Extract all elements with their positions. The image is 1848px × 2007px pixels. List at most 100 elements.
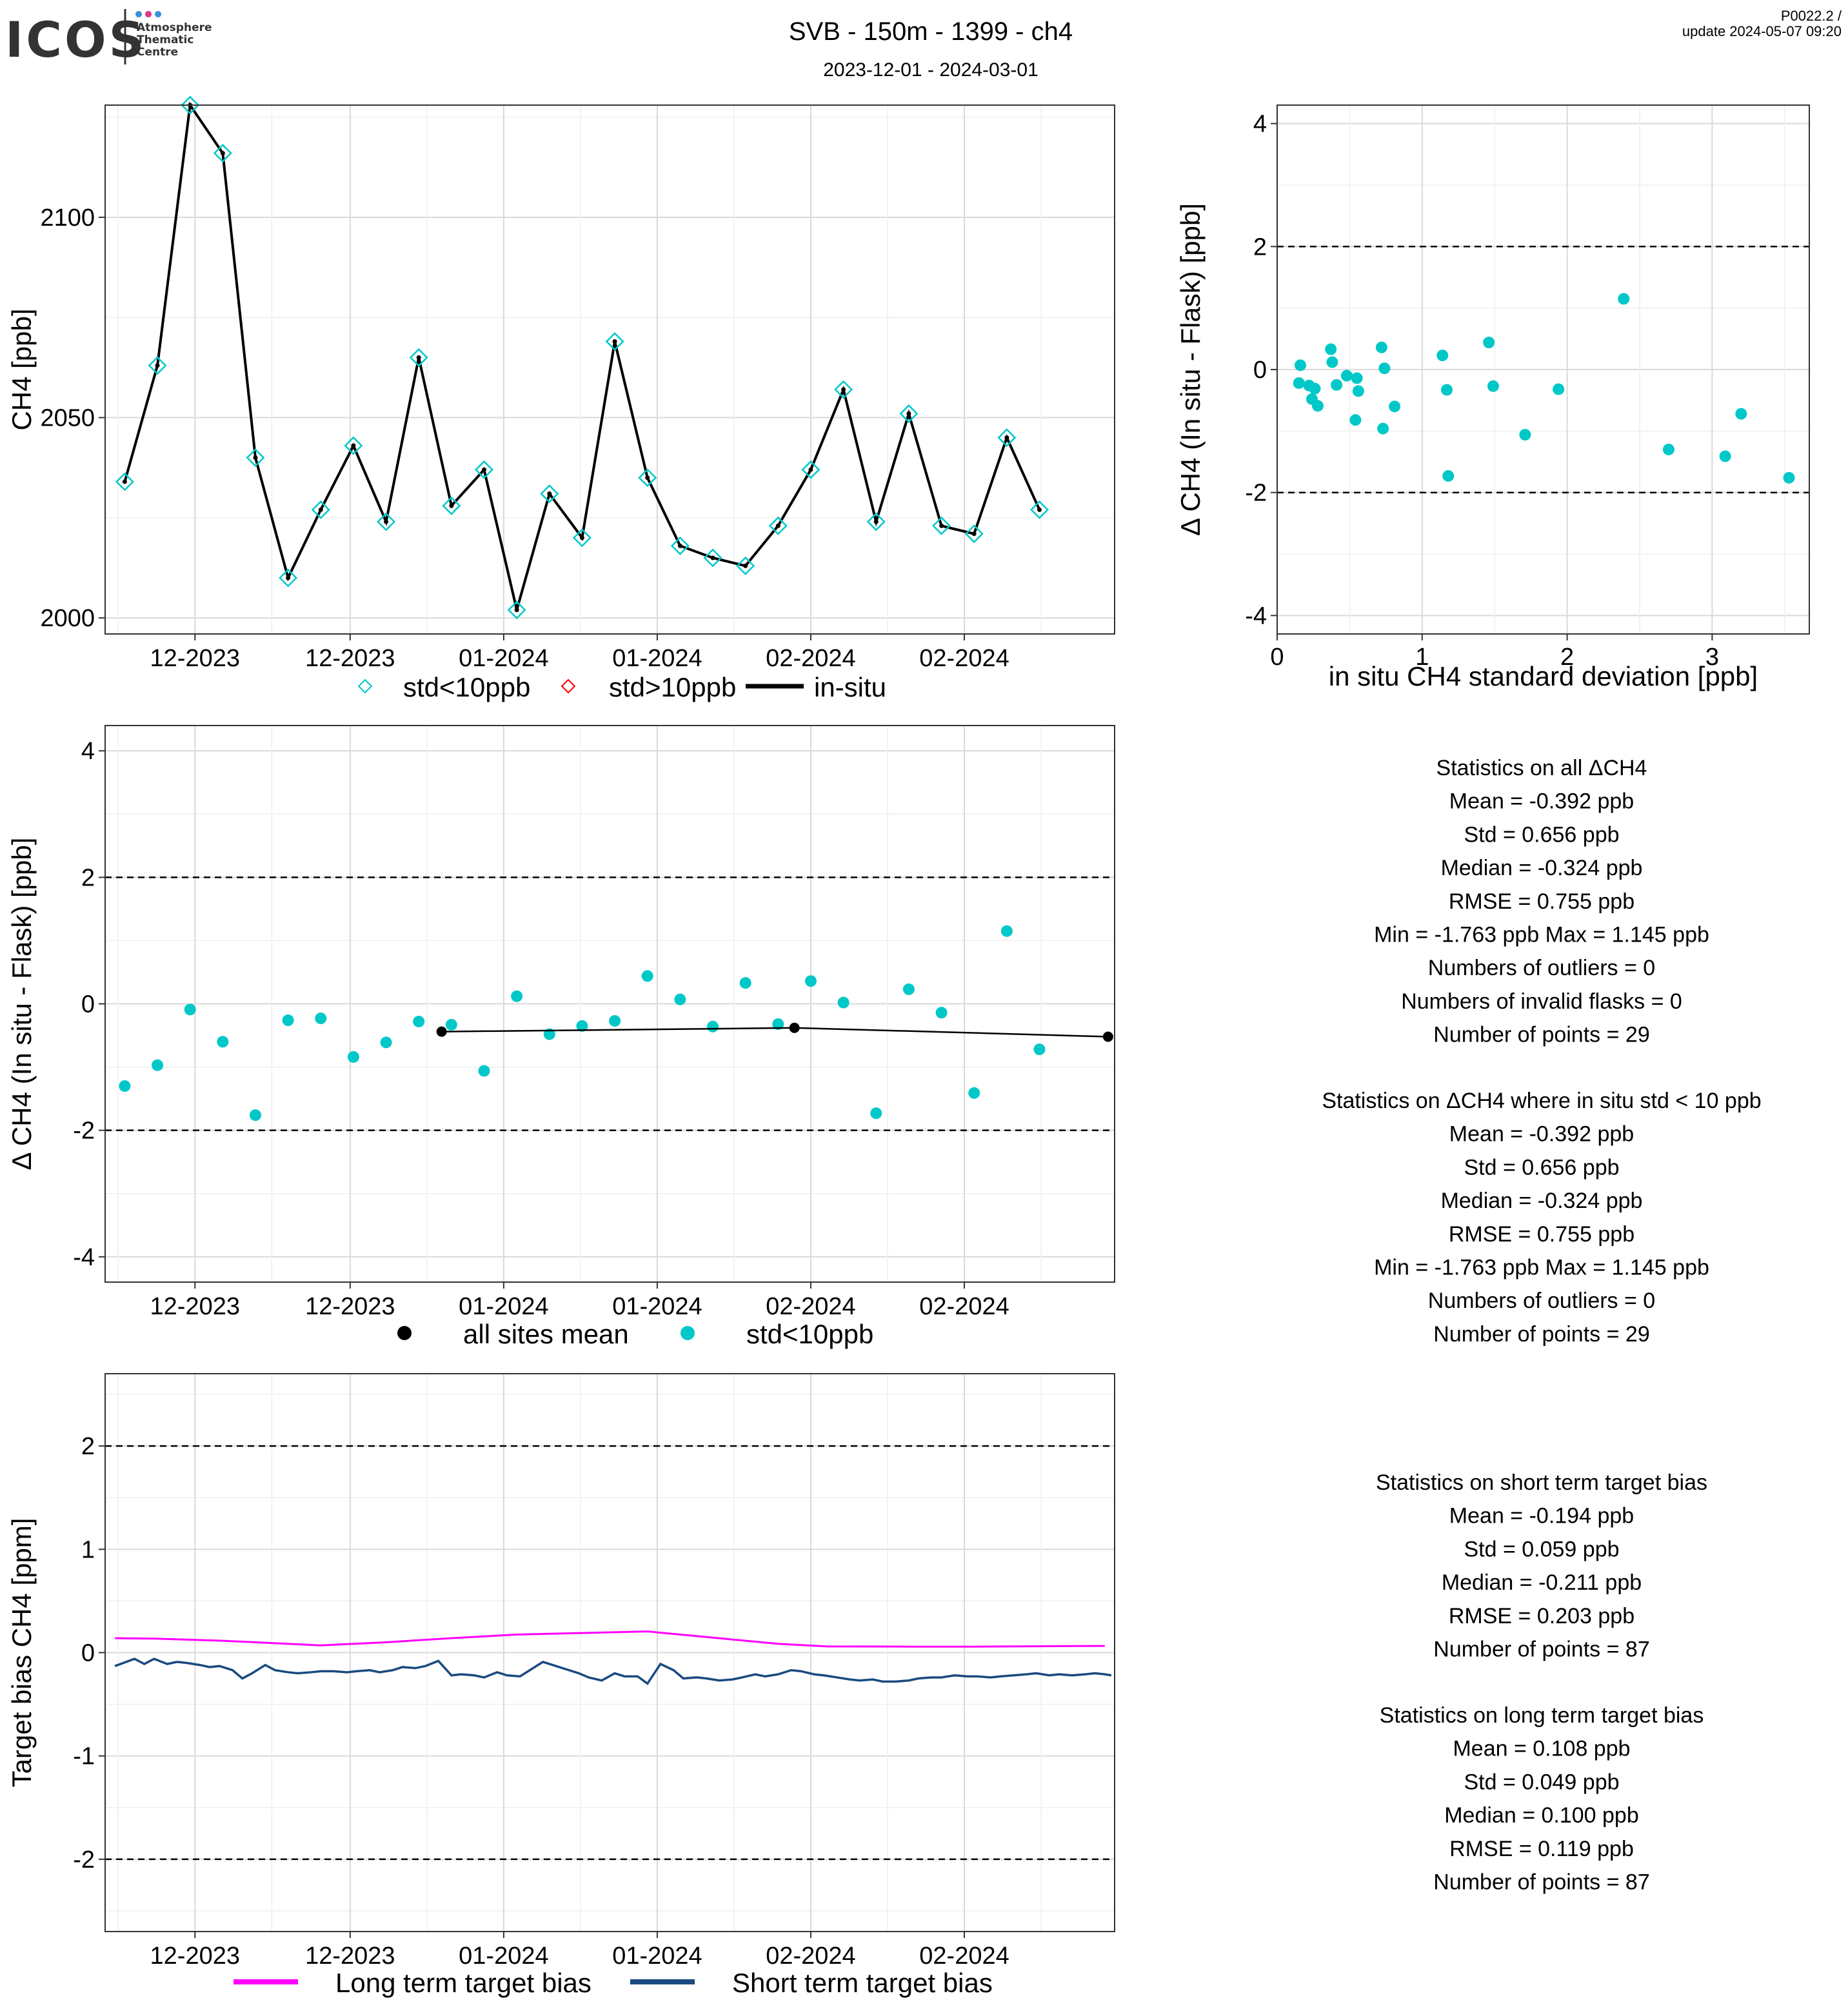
y-tick-label: -2	[73, 1118, 95, 1145]
y-tick-label: 0	[81, 991, 95, 1018]
delta-point	[1375, 341, 1387, 353]
logo-dot-blue	[135, 11, 142, 17]
stats-line: Median = -0.324 ppb	[1441, 1189, 1643, 1213]
flask-diamond-std-lt-10	[899, 404, 919, 423]
x-tick-label: 2	[1560, 644, 1574, 671]
legend-label-std-lt-10: std<10ppb	[403, 672, 530, 702]
delta-point	[1441, 384, 1453, 396]
in-situ-point	[449, 503, 454, 508]
stats-heading: Statistics on short term target bias	[1376, 1470, 1707, 1495]
delta-point	[217, 1036, 229, 1048]
in-situ-point	[318, 507, 323, 512]
legend-label-long-term: Long term target bias	[335, 1968, 591, 1998]
delta-point	[902, 983, 915, 995]
in-situ-point	[743, 563, 748, 568]
delta-point	[511, 990, 523, 1002]
x-tick-label: 12-2023	[305, 645, 395, 672]
delta-point	[413, 1015, 425, 1027]
delta-point	[1340, 370, 1353, 382]
stats-long-term-block: Statistics on long term target bias Mean …	[1380, 1703, 1704, 1895]
delta-point	[184, 1004, 196, 1016]
stats-line: Numbers of outliers = 0	[1428, 956, 1655, 980]
stats-line: Number of points = 29	[1433, 1322, 1649, 1347]
flask-diamond-std-lt-10	[540, 484, 559, 504]
delta-point	[968, 1087, 980, 1099]
flask-diamond-std-lt-10	[703, 548, 722, 568]
y-tick-label: -4	[1245, 602, 1267, 629]
stats-heading: Statistics on long term target bias	[1380, 1703, 1704, 1728]
legend-panel4: Long term target bias Short term target …	[233, 1968, 993, 1998]
flask-diamond-std-lt-10	[213, 144, 232, 163]
delta-point	[1349, 414, 1362, 426]
in-situ-point	[220, 151, 225, 156]
header: ICOS Atmosphere Thematic Centre SVB - 15…	[5, 8, 1842, 81]
delta-point	[1352, 385, 1364, 397]
delta-point	[1311, 400, 1324, 412]
icos-logo: ICOS	[5, 11, 146, 68]
flask-diamond-std-lt-10	[964, 524, 984, 544]
delta-point	[1389, 400, 1401, 413]
delta-point	[1618, 293, 1630, 305]
delta-point	[1294, 359, 1306, 371]
x-tick-label: 02-2024	[919, 1293, 1009, 1320]
y-tick-label: -4	[73, 1244, 95, 1271]
plot-frame	[104, 104, 1115, 635]
in-situ-point	[1004, 435, 1009, 440]
flask-diamond-std-lt-10	[279, 568, 298, 588]
delta-point	[1553, 383, 1565, 395]
flask-diamond-std-lt-10	[736, 556, 755, 575]
x-tick-label: 01-2024	[612, 645, 702, 672]
x-tick-label: 01-2024	[459, 1943, 548, 1970]
flask-diamond-std-lt-10	[409, 348, 428, 367]
stats-filtered-block: Statistics on ΔCH4 where in situ std < 1…	[1322, 1089, 1761, 1347]
update-label: update 2024-05-07 09:20	[1682, 23, 1842, 39]
x-tick-label: 01-2024	[612, 1293, 702, 1320]
logo-sub-line-2: Thematic	[137, 34, 194, 46]
delta-point	[1033, 1043, 1046, 1056]
all-sites-mean-point	[1102, 1031, 1113, 1042]
y-tick-label: 2	[81, 1433, 95, 1460]
y-axis-label: Δ CH4 (In situ - Flask) [ppb]	[1175, 203, 1206, 536]
in-situ-point	[939, 523, 944, 528]
stats-line: Number of points = 87	[1433, 1637, 1649, 1662]
all-sites-mean-point	[436, 1026, 447, 1037]
stats-line: Numbers of outliers = 0	[1428, 1289, 1655, 1313]
flask-diamond-std-lt-10	[932, 516, 951, 535]
flask-diamond-std-lt-10	[442, 496, 461, 515]
stats-line: Mean = -0.194 ppb	[1449, 1504, 1634, 1528]
flask-diamond-std-lt-10	[377, 512, 396, 531]
flask-diamond-std-lt-10	[670, 536, 690, 555]
in-situ-point	[612, 339, 617, 344]
stats-line: Std = 0.656 ppb	[1464, 822, 1619, 847]
y-tick-label: 0	[1253, 357, 1267, 384]
flask-diamond-std-lt-10	[246, 448, 265, 468]
delta-point	[609, 1014, 621, 1027]
in-situ-point	[841, 387, 846, 392]
stats-line: RMSE = 0.755 ppb	[1449, 889, 1634, 914]
flask-diamond-std-lt-10	[638, 468, 657, 488]
x-tick-label: 02-2024	[919, 645, 1009, 672]
figure-title: SVB - 150m - 1399 - ch4	[789, 17, 1073, 46]
in-situ-point	[677, 543, 682, 548]
delta-point	[1783, 471, 1795, 484]
delta-point	[347, 1051, 359, 1063]
stats-line: RMSE = 0.119 ppb	[1449, 1837, 1634, 1861]
y-tick-label: 2	[1253, 233, 1267, 261]
short-term-bias-line	[114, 1657, 1112, 1686]
in-situ-point	[122, 479, 127, 484]
in-situ-point	[482, 467, 487, 472]
logo-dot-pink	[145, 11, 152, 17]
flask-diamond-std-lt-10	[572, 528, 591, 548]
stats-heading: Statistics on ΔCH4 where in situ std < 1…	[1322, 1089, 1761, 1113]
delta-point	[1487, 380, 1499, 392]
stats-line: Mean = -0.392 ppb	[1449, 1122, 1634, 1147]
y-tick-label: -1	[73, 1743, 95, 1770]
delta-point	[804, 975, 817, 987]
x-tick-label: 3	[1705, 644, 1719, 671]
in-situ-point	[416, 355, 421, 360]
delta-point	[674, 993, 686, 1005]
delta-point	[1436, 350, 1449, 362]
flask-diamond-std-lt-10	[148, 356, 167, 375]
y-axis-label: Δ CH4 (In situ - Flask) [ppb]	[6, 838, 37, 1171]
